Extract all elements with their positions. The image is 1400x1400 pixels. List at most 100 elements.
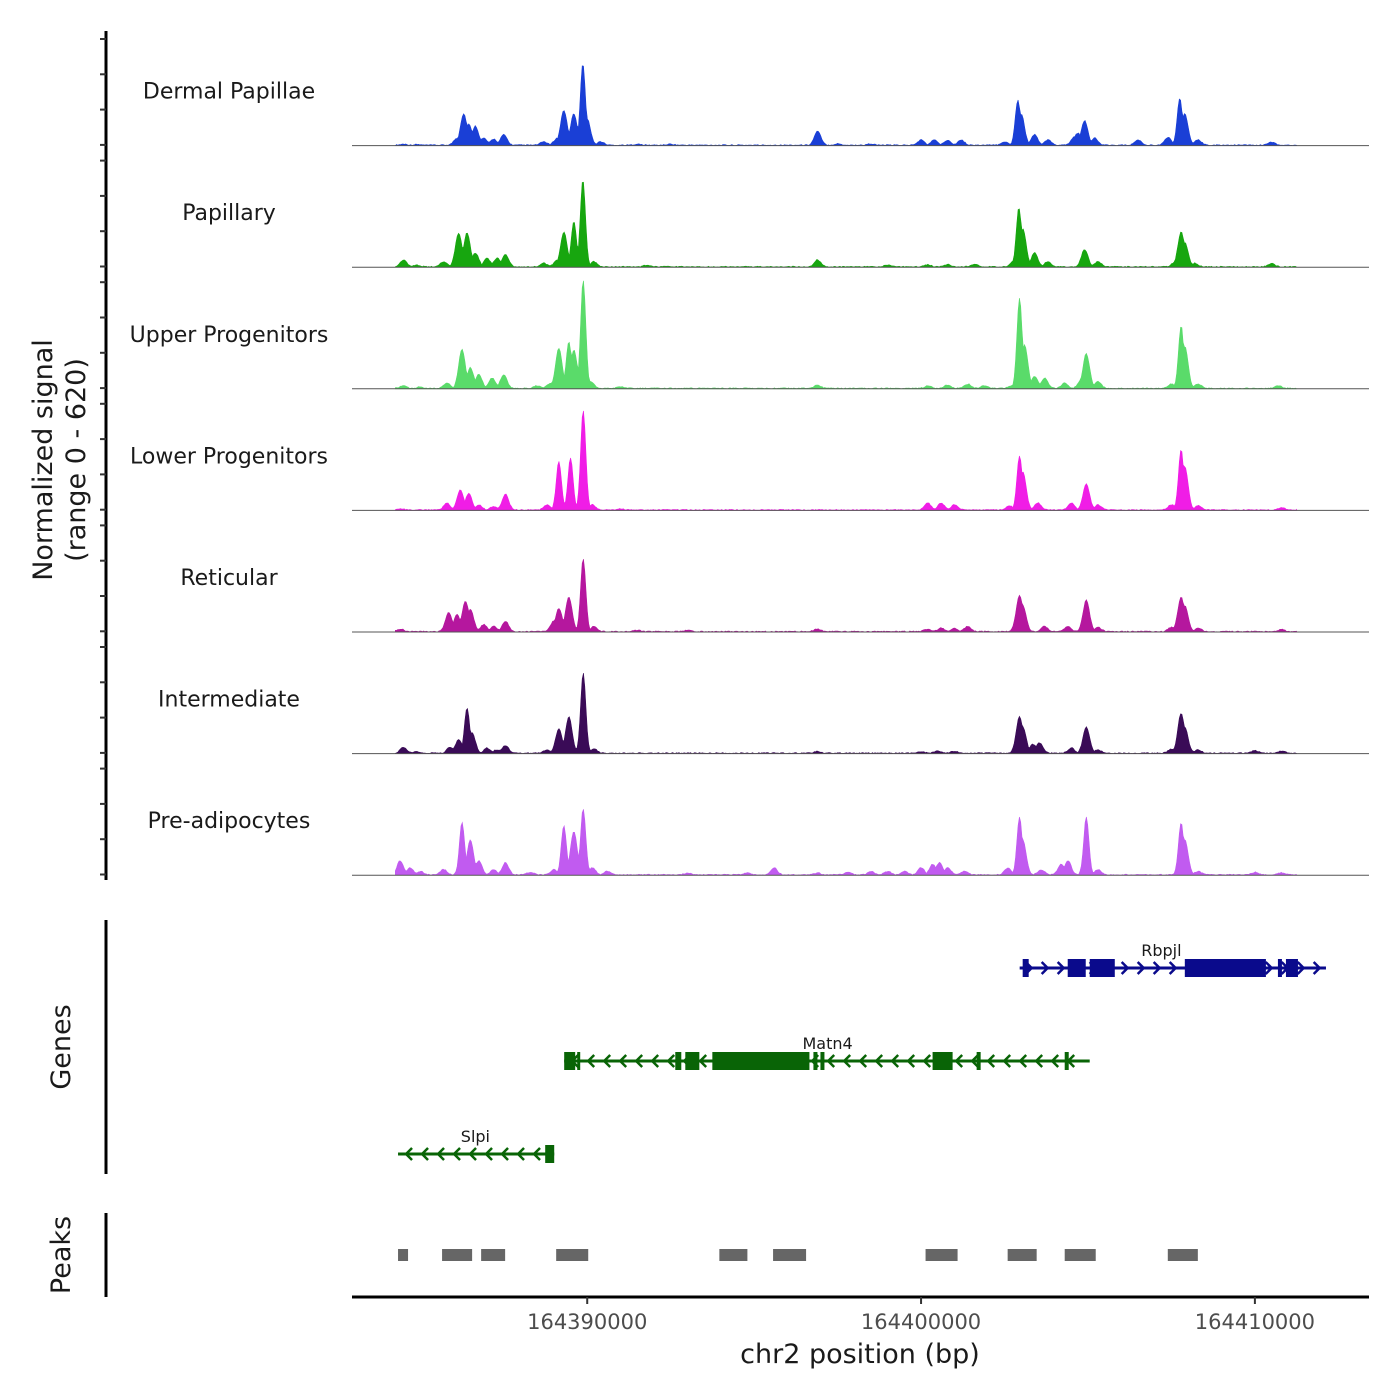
peak-region [773,1249,807,1261]
strand-arrow [666,1054,676,1068]
x-tick-label: 164410000 [1195,1310,1315,1334]
strand-arrow [1152,961,1162,975]
gene-exon [932,1052,953,1070]
gene-exon [1067,959,1086,977]
gene-exon [545,1145,555,1163]
strand-arrow [1018,1054,1028,1068]
signal-area [395,181,1297,268]
strand-arrow [452,1147,461,1161]
y-axis-title-line1: Normalized signal [28,339,59,581]
signal-track: Dermal Papillae [143,65,1369,147]
strand-arrow [1264,961,1274,975]
peak-region [1007,1249,1037,1261]
gene-exon [1277,959,1282,977]
strand-arrow [954,1054,964,1068]
signal-area [395,280,1297,390]
signal-tracks: Dermal Papillae Papillary Upper Progenitor… [130,65,1369,876]
gene-exon [1064,1052,1069,1070]
x-tick-label: 164390000 [527,1310,647,1334]
peak-region [1167,1249,1198,1261]
strand-arrow [618,1054,628,1068]
x-axis-ticks: 164390000 164400000 164410000 [527,1297,1315,1334]
signal-track: Pre-adipocytes [148,809,1369,876]
gene-rbpjl: Rbpjl [1019,941,1326,977]
strand-arrow [842,1054,852,1068]
signal-area [395,673,1297,754]
strand-arrow [602,1054,612,1068]
strand-arrow [858,1054,868,1068]
y-axis-title-line2: (range 0 - 620) [61,358,92,562]
signal-track: Papillary [182,181,1369,268]
signal-area [395,559,1297,633]
peaks-track [398,1249,1198,1261]
gene-slpi: Slpi [398,1127,555,1163]
signal-area [395,410,1297,511]
strand-arrow [922,1054,932,1068]
gene-matn4: Matn4 [564,1034,1090,1070]
strand-arrow [826,1054,836,1068]
track-label: Reticular [180,566,278,591]
gene-exon [1285,959,1298,977]
gene-exon [976,1052,981,1070]
signal-y-ticks [100,38,106,876]
track-label: Papillary [182,201,276,226]
strand-arrow [1002,1054,1012,1068]
track-label: Intermediate [158,688,300,713]
peak-region [925,1249,958,1261]
strand-arrow [1136,961,1146,975]
track-label: Pre-adipocytes [148,809,311,834]
peak-region [442,1249,473,1261]
strand-arrow [634,1054,644,1068]
signal-track: Upper Progenitors [130,280,1369,390]
strand-arrow [516,1147,525,1161]
y-axis-title: Normalized signal (range 0 - 620) [28,339,92,581]
peaks-panel-label: Peaks [46,1216,77,1294]
signal-area [395,809,1297,876]
peak-region [719,1249,748,1261]
strand-arrow [970,1054,980,1068]
genes-panel-label: Genes [46,1004,77,1089]
gene-exon [675,1052,682,1070]
genes-track: Rbpjl Matn4 Slpi [398,941,1326,1163]
peak-region [1064,1249,1096,1261]
strand-arrow [1034,1054,1044,1068]
gene-exon [564,1052,576,1070]
strand-arrow [874,1054,884,1068]
strand-arrow [906,1054,916,1068]
strand-arrow [1296,961,1306,975]
strand-arrow [586,1054,596,1068]
strand-arrow [1040,961,1050,975]
strand-arrow [532,1147,541,1161]
strand-arrow [484,1147,493,1161]
gene-exon [813,1052,818,1070]
strand-arrow [404,1147,413,1161]
gene-exon [685,1052,700,1070]
strand-arrow [650,1054,660,1068]
gene-label: Slpi [461,1127,490,1146]
x-tick-label: 164400000 [861,1310,981,1334]
peak-region [556,1249,589,1261]
gene-exon [1022,959,1029,977]
strand-arrow [1312,961,1322,975]
gene-label: Rbpjl [1141,941,1181,960]
strand-arrow [698,1054,708,1068]
gene-exon [712,1052,810,1070]
x-axis-title: chr2 position (bp) [740,1339,980,1370]
strand-arrow [436,1147,445,1161]
signal-area [394,65,1297,146]
gene-exon [1184,959,1266,977]
strand-arrow [420,1147,429,1161]
strand-arrow [986,1054,996,1068]
strand-arrow [1120,961,1130,975]
strand-arrow [1050,1054,1060,1068]
track-label: Lower Progenitors [130,444,328,469]
strand-arrow [890,1054,900,1068]
gene-label: Matn4 [802,1034,852,1053]
strand-arrow [500,1147,509,1161]
signal-track: Intermediate [158,673,1369,755]
track-label: Upper Progenitors [130,323,329,348]
signal-track: Reticular [180,559,1369,633]
strand-arrow [468,1147,477,1161]
track-label: Dermal Papillae [143,80,315,105]
